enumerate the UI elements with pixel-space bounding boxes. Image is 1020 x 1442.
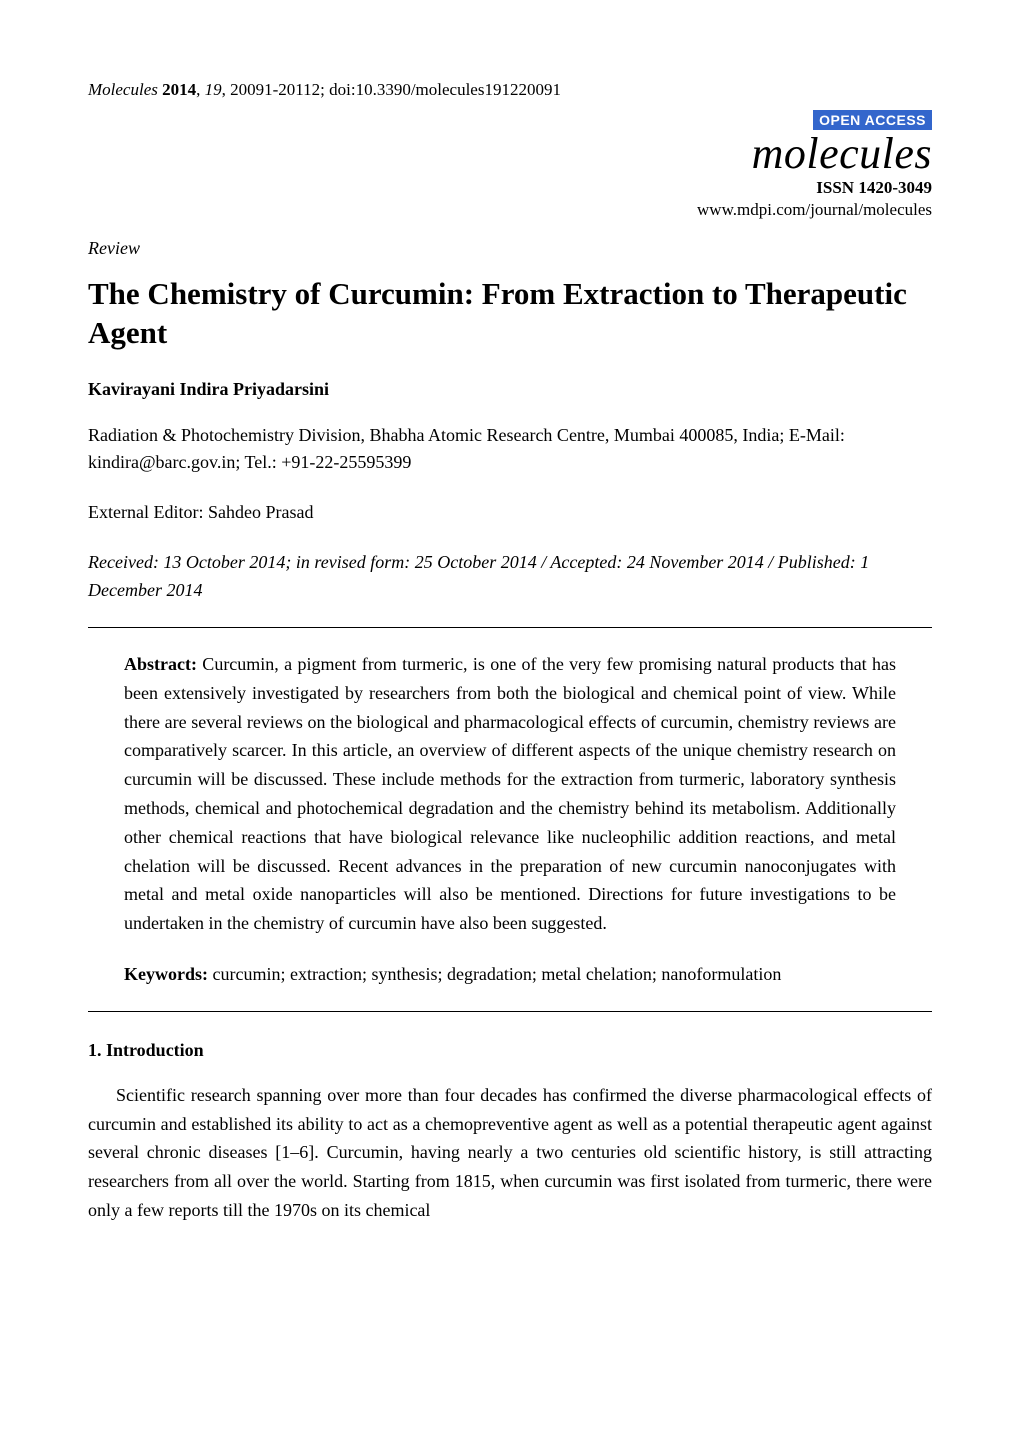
keywords-paragraph: Keywords: curcumin; extraction; synthesi… bbox=[124, 960, 896, 989]
journal-brand: molecules bbox=[88, 132, 932, 176]
abstract-paragraph: Abstract: Curcumin, a pigment from turme… bbox=[124, 650, 896, 938]
authors: Kavirayani Indira Priyadarsini bbox=[88, 379, 932, 400]
year-value: 2014 bbox=[162, 80, 196, 99]
doi: doi:10.3390/molecules191220091 bbox=[329, 80, 561, 99]
article-type: Review bbox=[88, 238, 932, 259]
affiliation: Radiation & Photochemistry Division, Bha… bbox=[88, 422, 932, 478]
sep: , bbox=[196, 80, 205, 99]
top-rule bbox=[88, 627, 932, 628]
journal-url: www.mdpi.com/journal/molecules bbox=[88, 200, 932, 220]
running-head-year: 2014 bbox=[162, 80, 196, 99]
pages: 20091-20112 bbox=[230, 80, 320, 99]
section-1-heading: 1. Introduction bbox=[88, 1040, 932, 1061]
journal-name: Molecules bbox=[88, 80, 158, 99]
page: Molecules 2014, 19, 20091-20112; doi:10.… bbox=[0, 0, 1020, 1285]
article-title: The Chemistry of Curcumin: From Extracti… bbox=[88, 275, 932, 353]
abstract-block: Abstract: Curcumin, a pigment from turme… bbox=[88, 650, 932, 989]
volume: 19 bbox=[205, 80, 222, 99]
issn: ISSN 1420-3049 bbox=[88, 178, 932, 198]
intro-paragraph-1: Scientific research spanning over more t… bbox=[88, 1081, 932, 1225]
abstract-label: Abstract: bbox=[124, 654, 197, 674]
abstract-text: Curcumin, a pigment from turmeric, is on… bbox=[124, 654, 896, 933]
running-head: Molecules 2014, 19, 20091-20112; doi:10.… bbox=[88, 80, 932, 100]
sep3: ; bbox=[320, 80, 329, 99]
keywords-text: curcumin; extraction; synthesis; degrada… bbox=[208, 964, 781, 984]
bottom-rule bbox=[88, 1011, 932, 1012]
keywords-label: Keywords: bbox=[124, 964, 208, 984]
masthead: OPEN ACCESS molecules ISSN 1420-3049 www… bbox=[88, 110, 932, 220]
sep2: , bbox=[222, 80, 231, 99]
open-access-badge: OPEN ACCESS bbox=[813, 110, 932, 130]
external-editor: External Editor: Sahdeo Prasad bbox=[88, 499, 932, 527]
article-history: Received: 13 October 2014; in revised fo… bbox=[88, 549, 932, 605]
